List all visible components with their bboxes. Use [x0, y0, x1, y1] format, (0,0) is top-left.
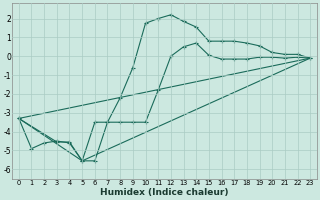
X-axis label: Humidex (Indice chaleur): Humidex (Indice chaleur) [100, 188, 229, 197]
